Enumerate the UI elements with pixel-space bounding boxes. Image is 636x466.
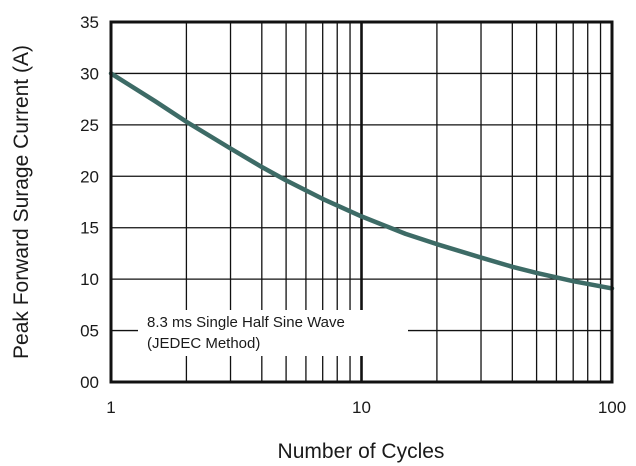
x-axis-label: Number of Cycles (278, 440, 445, 463)
y-tick-label: 35 (80, 13, 99, 32)
y-tick-label: 10 (80, 270, 99, 289)
y-tick-label: 20 (80, 167, 99, 186)
x-tick-label: 100 (598, 398, 626, 417)
annotation-line-1: 8.3 ms Single Half Sine Wave (147, 314, 345, 331)
plot-frame (109, 20, 614, 384)
tick-labels: 00 05 10 15 20 25 30 35 1 10 100 (80, 13, 626, 417)
annotation-background (138, 310, 408, 356)
y-axis-label: Peak Forward Surage Current (A) (10, 45, 33, 359)
y-tick-label: 25 (80, 116, 99, 135)
annotation-line-2: (JEDEC Method) (147, 335, 260, 352)
x-tick-label: 1 (106, 398, 115, 417)
y-tick-label: 15 (80, 219, 99, 238)
y-tick-label: 30 (80, 64, 99, 83)
series-line (108, 71, 615, 291)
y-tick-label: 05 (80, 322, 99, 341)
x-tick-label: 10 (352, 398, 371, 417)
y-tick-label: 00 (80, 373, 99, 392)
annotation: 8.3 ms Single Half Sine Wave (JEDEC Meth… (138, 310, 408, 356)
series-layer (108, 71, 615, 291)
